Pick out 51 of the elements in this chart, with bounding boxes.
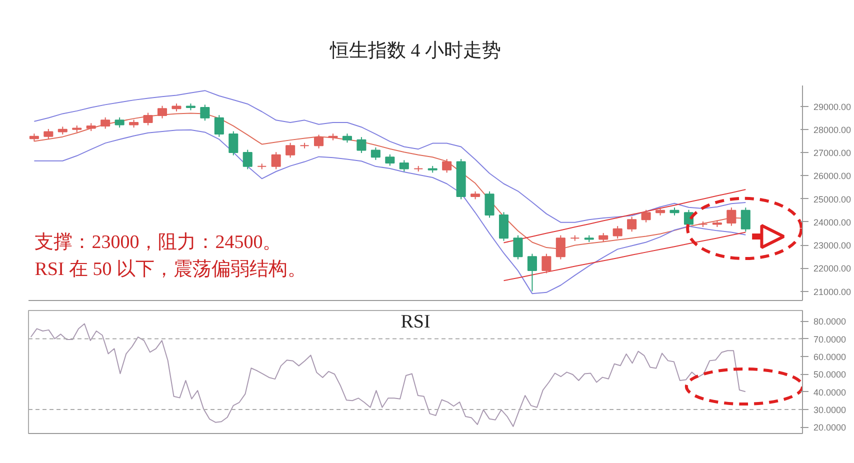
y-tick-label: 22000.00 <box>814 264 852 274</box>
candlestick <box>442 158 452 174</box>
candlestick <box>612 226 622 240</box>
candlestick <box>399 160 409 172</box>
candlestick <box>314 134 324 149</box>
y-tick-label: 28000.00 <box>814 124 852 135</box>
candlestick <box>385 154 395 166</box>
candlestick <box>726 207 736 226</box>
candlestick <box>527 253 537 292</box>
candlestick <box>200 104 210 122</box>
line-series <box>503 232 746 282</box>
candlestick <box>214 114 224 138</box>
y-tick-label: 70.0000 <box>814 334 846 344</box>
candlestick <box>740 207 750 232</box>
y-tick-label: 25000.00 <box>814 194 852 204</box>
candlestick <box>641 209 651 223</box>
candlestick <box>498 212 509 242</box>
y-tick-label: 40.0000 <box>814 387 846 398</box>
y-tick-label: 27000.00 <box>814 148 852 158</box>
annotation: 支撑：23000，阻力：24500。 <box>34 232 282 254</box>
candlestick <box>242 149 252 170</box>
y-tick-label: 29000.00 <box>814 102 852 112</box>
candlestick <box>342 133 352 144</box>
chart-title: RSI <box>400 312 430 332</box>
y-tick-label: 20.0000 <box>814 422 846 433</box>
y-tick-label: 23000.00 <box>814 240 852 251</box>
y-tick-label: 26000.00 <box>814 171 852 182</box>
candlestick <box>100 116 110 130</box>
y-tick-label: 30.0000 <box>814 404 846 415</box>
candlestick <box>286 142 296 158</box>
line-series <box>34 129 746 294</box>
candlestick <box>598 232 608 243</box>
y-tick-label: 24000.00 <box>814 217 852 228</box>
line-series <box>503 189 746 244</box>
line-series <box>34 90 746 223</box>
candlestick <box>271 152 281 170</box>
candlestick <box>370 146 380 160</box>
chart-title: 恒生指数 4 小时走势 <box>329 40 501 62</box>
candlestick <box>114 116 124 128</box>
candlestick <box>484 190 494 218</box>
annotation: RSI 在 50 以下，震荡偏弱结构。 <box>34 259 307 280</box>
candlestick <box>542 253 552 274</box>
candlestick <box>44 128 54 140</box>
y-tick-label: 21000.00 <box>814 286 852 297</box>
candlestick <box>627 216 637 232</box>
candlestick <box>513 234 523 260</box>
y-tick-label: 80.0000 <box>814 316 846 327</box>
candlestick <box>228 130 238 156</box>
y-tick-label: 50.0000 <box>814 370 846 380</box>
y-tick-label: 60.0000 <box>814 352 846 362</box>
candlestick <box>356 136 366 154</box>
